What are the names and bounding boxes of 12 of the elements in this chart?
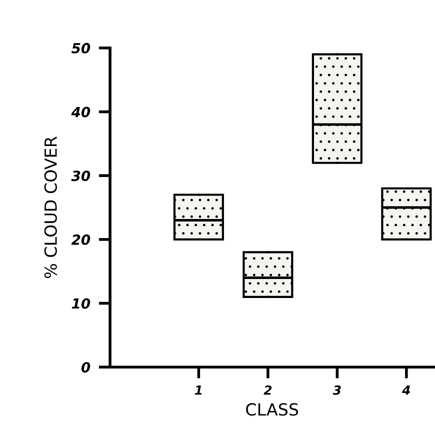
x-tick-label: 3 [332,385,341,395]
x-tick-label: 2 [264,385,272,395]
x-axis-title: CLASS [246,403,298,416]
y-tick-label: 10 [72,298,90,309]
y-tick-label: 30 [71,170,90,182]
y-axis-title: % CLOUD COVER [44,136,57,278]
y-tick-label: 20 [71,234,90,245]
x-tick-label: 1 [194,386,202,395]
y-tick-label: 50 [71,42,90,54]
y-tick-label: 0 [81,362,90,373]
y-tick-label: 40 [71,106,90,118]
x-tick-label: 4 [402,386,410,395]
